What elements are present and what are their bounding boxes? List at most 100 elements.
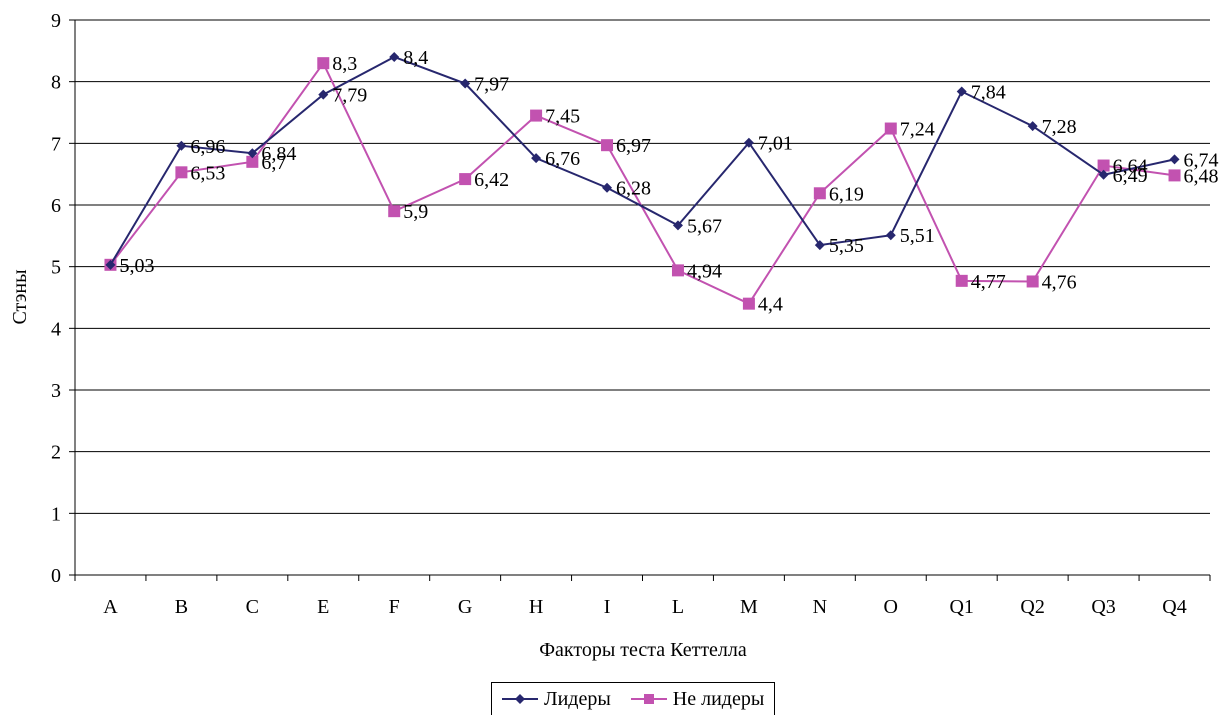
data-point-square [1097,159,1110,172]
data-label: 6,97 [616,135,651,157]
data-point-diamond [885,230,896,241]
data-point-square [742,297,755,310]
data-label: 6,19 [829,183,864,205]
data-label: 5,9 [403,201,428,223]
x-tick-label: C [246,596,259,618]
x-tick-label: M [740,596,758,618]
data-point-diamond [602,182,613,193]
data-point-diamond [247,148,258,159]
data-point-diamond [1169,154,1180,165]
x-tick-label: E [317,596,329,618]
data-label: 6,7 [261,152,286,174]
y-tick-label: 4 [51,318,61,340]
x-tick-label: F [389,596,400,618]
data-point-diamond [460,78,471,89]
x-tick-label: Q3 [1091,596,1115,618]
data-label: 4,4 [758,294,783,316]
data-label: 6,49 [1113,165,1148,187]
data-label: 5,51 [900,225,935,247]
data-label: 5,67 [687,215,722,237]
data-point-diamond [389,52,400,62]
data-point-diamond [743,137,754,148]
data-point-square [317,57,330,70]
y-tick-label: 6 [51,195,61,217]
y-tick-label: 0 [51,565,61,587]
data-label: 6,76 [545,148,580,170]
data-label: 5 [119,255,129,277]
data-point-square [601,139,614,152]
data-label: 6,48 [1184,165,1219,187]
x-tick-label: B [175,596,188,618]
data-label: 4,76 [1042,271,1077,293]
y-tick-label: 7 [51,133,61,155]
data-point-square [671,264,684,277]
data-point-square [246,155,259,168]
x-axis-title: Факторы теста Кеттелла [539,639,747,661]
data-label: 7,24 [900,119,935,141]
axes [74,20,1210,576]
x-tick-label: G [458,596,472,618]
y-tick-label: 8 [51,72,61,94]
square-marker-icon [630,694,667,704]
gridlines [69,19,1211,581]
data-point-diamond [956,86,967,97]
data-label: 7,45 [545,106,580,128]
data-label: 4,94 [687,260,722,282]
data-label: 7,79 [332,85,367,107]
x-tick-label: H [529,596,543,618]
x-tick-label: A [103,596,118,618]
x-tick-label: I [604,596,611,618]
x-tick-label: N [813,596,827,618]
x-tick-label: Q1 [949,596,973,618]
series-line [109,55,1175,266]
data-point-square [813,187,826,200]
data-label: 4,77 [971,271,1006,293]
data-label: 8,3 [332,53,357,75]
data-label: 7,01 [758,133,793,155]
data-label: 7,28 [1042,116,1077,138]
series-lines [104,52,1181,310]
y-tick-label: 1 [51,503,61,525]
data-label: 6,84 [261,143,296,165]
data-point-diamond [105,259,116,270]
data-point-square [955,274,968,287]
y-tick-label: 9 [51,10,61,32]
data-point-diamond [1098,169,1109,180]
data-point-diamond [531,153,542,164]
data-label: 7,84 [971,82,1006,104]
data-point-square [1026,275,1039,288]
data-label: 6,28 [616,178,651,200]
data-point-square [1168,169,1181,182]
data-label: 5,35 [829,235,864,257]
x-tick-label: L [672,596,684,618]
data-point-diamond [814,240,825,251]
y-tick-label: 5 [51,257,61,279]
x-tick-label: Q4 [1162,596,1186,618]
data-label: 6,53 [190,162,225,184]
y-tick-label: 2 [51,442,61,464]
data-label: 8,4 [403,47,428,69]
data-point-square [175,166,188,179]
data-point-square [459,173,472,186]
data-point-square [884,122,897,135]
data-labels: 5 6,96 6,84 7,79 8,4 7,97 6,76 6,28 5,67 7,01 5,35… [119,47,1218,316]
legend-label-leaders: Лидеры [544,687,611,710]
data-point-square [530,109,543,122]
data-label: 7,97 [474,74,509,96]
x-tick-labels: A B C E F G H I L M N O Q1 Q2 Q3 Q4 [103,596,1187,618]
y-tick-labels: 0 1 2 3 4 5 6 7 8 9 [51,10,61,587]
data-label: 6,64 [1113,156,1148,178]
y-axis-title: Стэны [9,269,31,324]
y-tick-label: 3 [51,380,61,402]
legend-item-non-leaders: Не лидеры [629,688,764,711]
data-point-diamond [318,89,329,100]
data-point-diamond [672,220,683,231]
legend-item-leaders: Лидеры [500,688,611,711]
series-line [109,61,1175,305]
data-label: 6,42 [474,169,509,191]
data-label: 6,74 [1184,149,1219,171]
diamond-marker-icon [502,694,538,704]
data-point-square [388,205,401,218]
data-label: 6,96 [190,136,225,158]
